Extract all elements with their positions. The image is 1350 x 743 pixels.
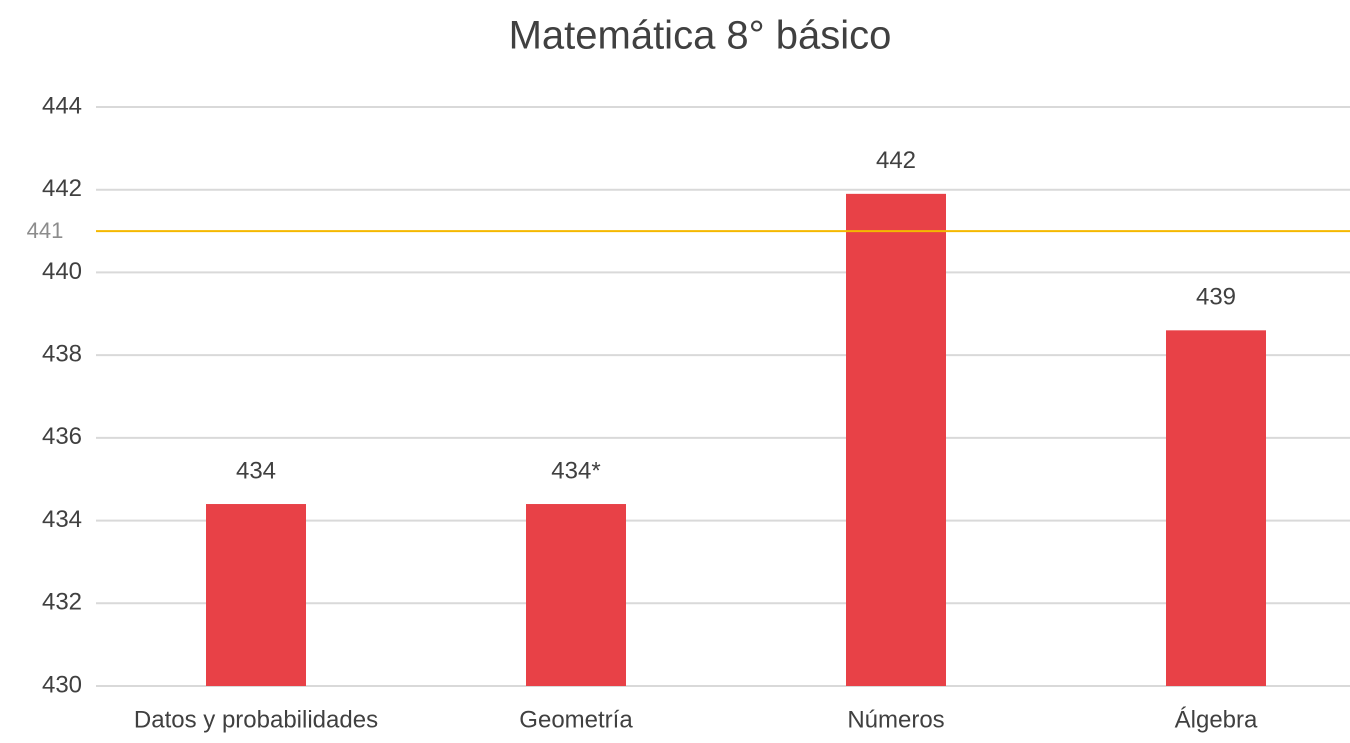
x-tick-label: Geometría <box>519 706 633 733</box>
bar <box>1166 330 1266 686</box>
y-tick-label: 430 <box>42 671 82 698</box>
bar <box>846 193 946 686</box>
y-tick-label: 440 <box>42 258 82 285</box>
value-label: 442 <box>876 147 916 174</box>
y-tick-label: 436 <box>42 423 82 450</box>
y-tick-label: 438 <box>42 340 82 367</box>
value-label: 434 <box>236 457 276 484</box>
y-tick-label: 442 <box>42 175 82 202</box>
bar <box>526 504 626 686</box>
y-tick-label: 434 <box>42 506 82 533</box>
reference-label: 441 <box>27 218 64 243</box>
value-label: 434* <box>551 457 600 484</box>
value-label: 439 <box>1196 284 1236 311</box>
x-tick-label: Datos y probabilidades <box>134 706 378 733</box>
y-tick-label: 432 <box>42 589 82 616</box>
x-tick-label: Álgebra <box>1175 706 1258 733</box>
y-tick-label: 444 <box>42 92 82 119</box>
bar <box>206 504 306 686</box>
x-tick-label: Números <box>847 706 944 733</box>
chart-title: Matemática 8° básico <box>509 14 892 58</box>
